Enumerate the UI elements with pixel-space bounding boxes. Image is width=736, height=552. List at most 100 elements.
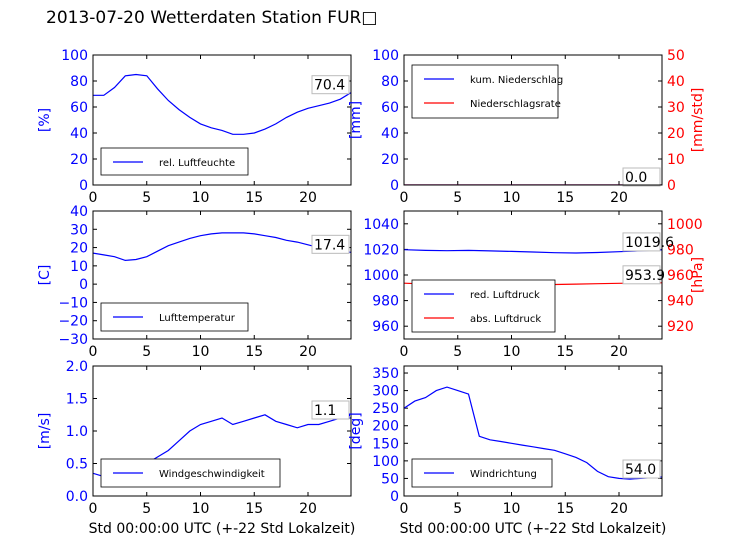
x-tick-label: 20: [610, 190, 628, 206]
x-tick-label: 0: [89, 344, 98, 360]
series-line-lufttemperatur: [93, 232, 351, 262]
y-tick-label: 20: [381, 152, 399, 168]
x-tick-label: 15: [245, 190, 263, 206]
last-value-box-2: [622, 167, 661, 187]
series-line-red-luftdruck: [404, 249, 662, 254]
last-value-box: [311, 400, 350, 420]
y2-tick-label: 50: [667, 48, 685, 64]
legend-box: [411, 279, 556, 333]
plot-frame: [403, 365, 663, 497]
x-tick-label: 5: [142, 190, 151, 206]
y2-tick-label: 960: [667, 268, 694, 284]
y2-axis-label: [hPa]: [690, 257, 706, 293]
last-value-label: 54.0: [625, 462, 656, 478]
y-tick-label: 100: [61, 48, 88, 64]
y-tick-label: −30: [58, 332, 88, 348]
y2-tick-label: 920: [667, 319, 694, 335]
last-value-label: 1.1: [314, 403, 336, 419]
x-tick-label: 5: [453, 190, 462, 206]
y-tick-label: 60: [381, 100, 399, 116]
x-axis-label: Std 00:00:00 UTC (+-22 Std Lokalzeit): [89, 521, 356, 537]
chart-title: 2013-07-20 Wetterdaten Station FUR□: [46, 8, 378, 28]
y-axis-label: [deg]: [348, 412, 364, 449]
legend-label: abs. Luftdruck: [470, 314, 541, 325]
x-tick-label: 5: [142, 344, 151, 360]
x-tick-label: 0: [400, 501, 409, 517]
x-tick-label: 15: [245, 501, 263, 517]
y-tick-label: 200: [372, 419, 399, 435]
x-tick-label: 0: [89, 501, 98, 517]
y-tick-label: 40: [381, 126, 399, 142]
legend-label: kum. Niederschlag: [470, 75, 563, 86]
y-tick-label: 40: [70, 204, 88, 220]
y-tick-label: 0: [79, 178, 88, 194]
x-tick-label: 10: [192, 190, 210, 206]
x-tick-label: 15: [556, 190, 574, 206]
legend-box: [411, 64, 559, 119]
x-axis-label: Std 00:00:00 UTC (+-22 Std Lokalzeit): [400, 521, 667, 537]
y-tick-label: 0.0: [66, 489, 88, 505]
y2-tick-label: 0: [667, 178, 676, 194]
x-tick-label: 0: [400, 190, 409, 206]
y-tick-label: 980: [372, 294, 399, 310]
y-tick-label: 300: [372, 384, 399, 400]
y-tick-label: 1.0: [66, 424, 88, 440]
series-line-windrichtung: [404, 386, 662, 480]
x-tick-label: 20: [610, 344, 628, 360]
y-tick-label: 1020: [363, 242, 399, 258]
legend-label: Windgeschwindigkeit: [159, 469, 265, 480]
last-value-box: [622, 459, 661, 479]
y-axis-label: [C]: [37, 265, 53, 286]
x-tick-label: 10: [192, 344, 210, 360]
x-tick-label: 15: [556, 344, 574, 360]
x-tick-label: 20: [610, 501, 628, 517]
x-tick-label: 20: [299, 190, 317, 206]
y-tick-label: 960: [372, 319, 399, 335]
y-tick-label: 40: [70, 126, 88, 142]
y2-axis-label: [mm/std]: [690, 88, 706, 153]
y-tick-label: 20: [70, 241, 88, 257]
x-tick-label: 5: [142, 501, 151, 517]
y-tick-label: 350: [372, 366, 399, 382]
x-tick-label: 0: [89, 190, 98, 206]
legend-label: Windrichtung: [470, 469, 537, 480]
x-tick-label: 0: [400, 344, 409, 360]
y-tick-label: 100: [372, 454, 399, 470]
x-tick-label: 10: [192, 501, 210, 517]
x-tick-label: 10: [503, 501, 521, 517]
y-tick-label: 0.5: [66, 457, 88, 473]
last-value-label: 1019.6: [625, 235, 674, 251]
series-line-rel-luftfeuchte: [93, 73, 351, 135]
last-value-box-2: [622, 265, 661, 285]
y2-tick-label: 1000: [667, 217, 703, 233]
y-tick-label: 150: [372, 436, 399, 452]
plot-frame: [92, 54, 352, 186]
y2-tick-label: 980: [667, 242, 694, 258]
x-tick-label: 5: [453, 501, 462, 517]
y-tick-label: −10: [58, 295, 88, 311]
y-tick-label: 250: [372, 401, 399, 417]
plot-frame: [92, 365, 352, 497]
y-tick-label: 80: [381, 74, 399, 90]
last-value-box: [311, 75, 350, 95]
y-tick-label: 1040: [363, 217, 399, 233]
y-tick-label: 0: [79, 277, 88, 293]
y-tick-label: 60: [70, 100, 88, 116]
x-tick-label: 20: [299, 344, 317, 360]
y-tick-label: 0: [390, 489, 399, 505]
y-tick-label: 1000: [363, 268, 399, 284]
y-axis-label: [mm]: [348, 101, 364, 139]
last-value-label: 70.4: [314, 78, 345, 94]
x-tick-label: 20: [299, 501, 317, 517]
y2-tick-label: 10: [667, 152, 685, 168]
plot-frame: [92, 210, 352, 340]
last-value-label-2: 0.0: [625, 170, 647, 186]
y-tick-label: 2.0: [66, 359, 88, 375]
plot-frame: [403, 210, 663, 340]
last-value-label: 17.4: [314, 237, 345, 253]
y-tick-label: 30: [70, 222, 88, 238]
x-tick-label: 10: [503, 344, 521, 360]
x-tick-label: 15: [245, 344, 263, 360]
x-tick-label: 5: [453, 344, 462, 360]
